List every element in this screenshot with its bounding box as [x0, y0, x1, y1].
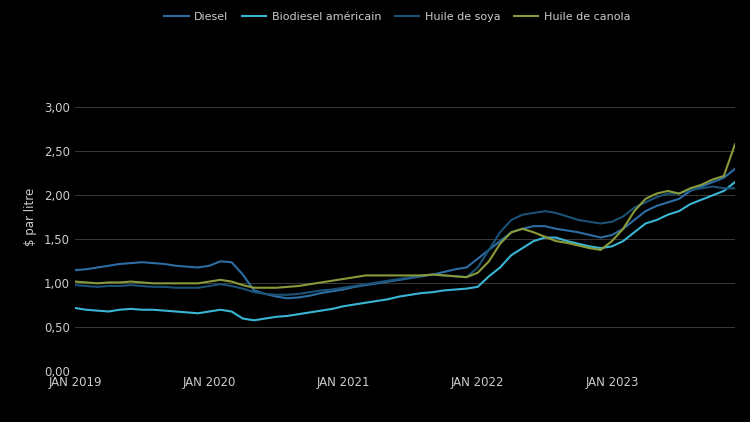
Biodiesel américain	[70, 306, 80, 311]
Line: Diesel: Diesel	[75, 169, 735, 298]
Legend: Diesel, Biodiesel américain, Huile de soya, Huile de canola: Diesel, Biodiesel américain, Huile de so…	[160, 7, 634, 26]
Huile de canola	[238, 283, 248, 288]
Huile de canola	[272, 285, 280, 290]
Huile de canola	[730, 142, 740, 147]
Huile de soya	[182, 285, 191, 290]
Biodiesel américain	[238, 316, 248, 321]
Huile de soya	[305, 289, 314, 295]
Huile de soya	[238, 286, 248, 291]
Line: Huile de canola: Huile de canola	[75, 144, 735, 288]
Y-axis label: $ par litre: $ par litre	[24, 188, 38, 246]
Biodiesel américain	[305, 310, 314, 315]
Huile de soya	[261, 291, 270, 296]
Diesel	[730, 166, 740, 171]
Huile de canola	[305, 282, 314, 287]
Huile de soya	[272, 292, 280, 298]
Biodiesel américain	[182, 310, 191, 315]
Line: Biodiesel américain: Biodiesel américain	[75, 182, 735, 320]
Biodiesel américain	[730, 180, 740, 185]
Line: Huile de soya: Huile de soya	[75, 187, 735, 295]
Huile de soya	[708, 184, 717, 189]
Diesel	[261, 291, 270, 296]
Biodiesel américain	[250, 318, 259, 323]
Diesel	[294, 295, 303, 300]
Huile de canola	[496, 241, 505, 246]
Huile de canola	[294, 284, 303, 289]
Biodiesel américain	[272, 314, 280, 319]
Huile de soya	[294, 291, 303, 296]
Diesel	[305, 293, 314, 298]
Huile de canola	[250, 285, 259, 290]
Diesel	[238, 272, 248, 277]
Diesel	[182, 264, 191, 269]
Huile de soya	[70, 283, 80, 288]
Biodiesel américain	[496, 265, 505, 270]
Huile de soya	[496, 230, 505, 235]
Huile de canola	[70, 279, 80, 284]
Diesel	[496, 238, 505, 243]
Huile de soya	[730, 186, 740, 191]
Diesel	[283, 296, 292, 301]
Biodiesel américain	[294, 311, 303, 316]
Diesel	[70, 268, 80, 273]
Huile de canola	[182, 281, 191, 286]
